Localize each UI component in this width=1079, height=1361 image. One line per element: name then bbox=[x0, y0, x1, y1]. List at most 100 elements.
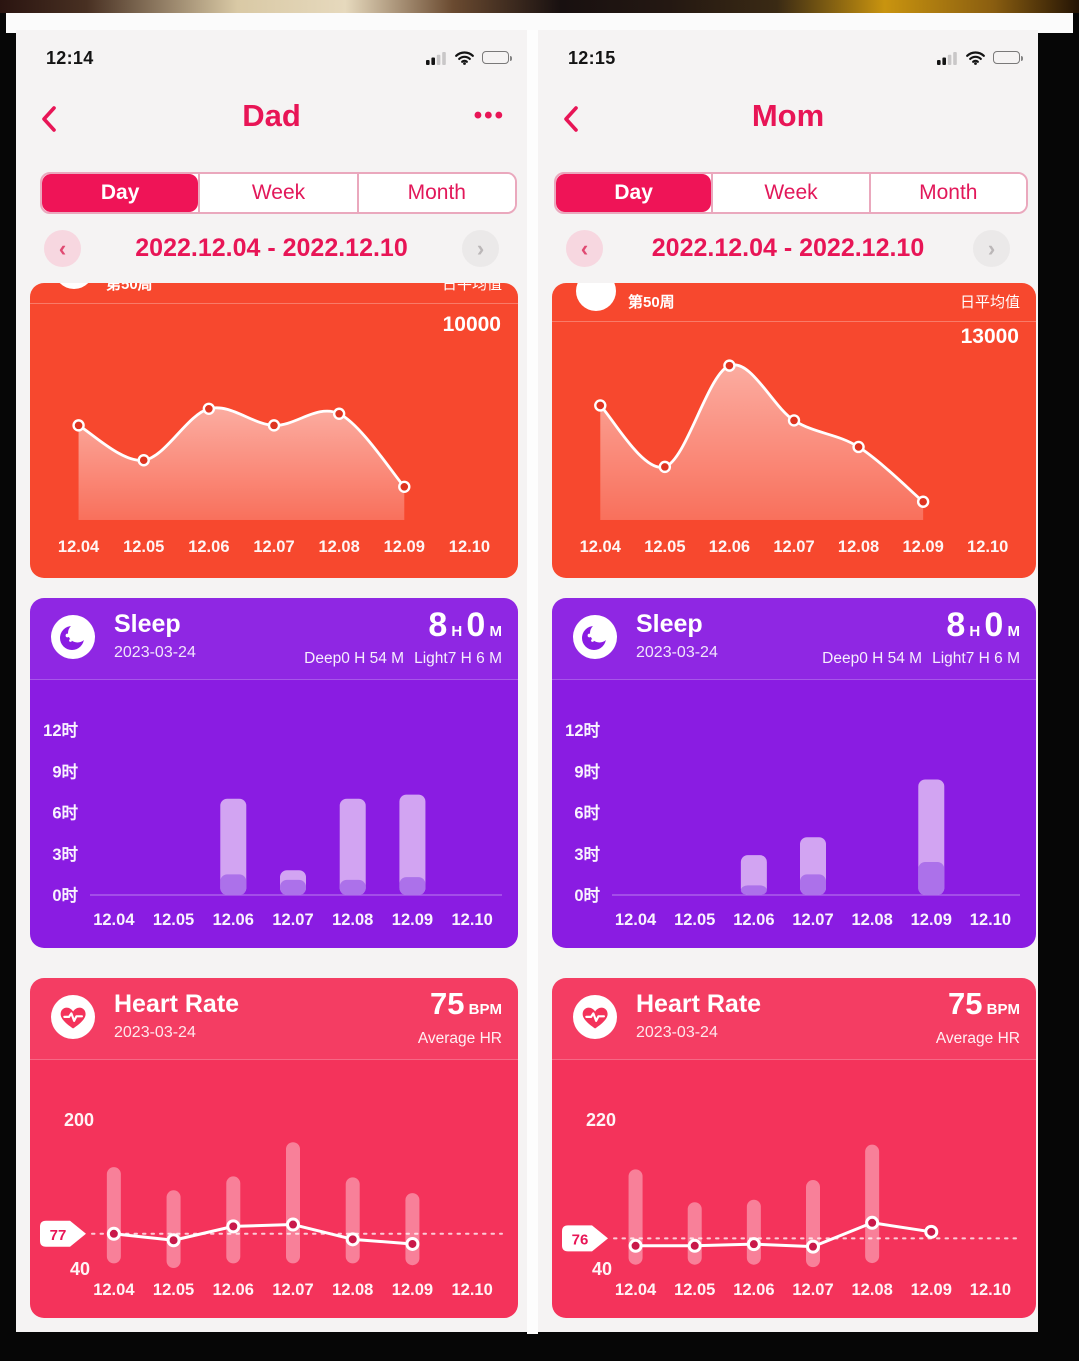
heart-rate-card[interactable]: Heart Rate 2023-03-24 75 BPM Average HR … bbox=[552, 978, 1036, 1318]
heart-icon bbox=[573, 995, 617, 1039]
back-chevron-icon bbox=[41, 105, 56, 132]
svg-text:9时: 9时 bbox=[52, 762, 78, 781]
more-menu-button[interactable]: ••• bbox=[473, 102, 505, 129]
back-button[interactable] bbox=[30, 100, 66, 140]
prev-week-button[interactable]: ‹ bbox=[566, 230, 603, 267]
heart-rate-chart: 200 40 77 12.04 12.05 12.06 12.07 12.08 12.09 12.… bbox=[34, 1063, 514, 1308]
heart-rate-chart: 220 40 76 12.04 12.05 12.06 12.07 12.08 12.09 12.… bbox=[556, 1063, 1032, 1308]
status-bar: 12:14 bbox=[16, 44, 527, 78]
back-chevron-icon bbox=[563, 105, 578, 132]
svg-text:12.09: 12.09 bbox=[384, 538, 425, 556]
back-button[interactable] bbox=[552, 100, 588, 140]
heart-rate-card-header: Heart Rate 2023-03-24 75 BPM Average HR bbox=[30, 978, 518, 1060]
svg-text:3时: 3时 bbox=[52, 845, 78, 864]
tab-week[interactable]: Week bbox=[711, 174, 869, 212]
svg-text:12.06: 12.06 bbox=[188, 538, 229, 556]
sleep-title: Sleep bbox=[114, 610, 181, 638]
page-title: Dad bbox=[242, 98, 301, 133]
battery-icon bbox=[993, 51, 1023, 64]
week-number-label: 第50周 bbox=[628, 294, 675, 311]
status-time: 12:15 bbox=[568, 48, 616, 68]
heart-rate-title: Heart Rate bbox=[636, 990, 762, 1018]
tab-day[interactable]: Day bbox=[42, 174, 199, 212]
svg-text:12.07: 12.07 bbox=[773, 538, 814, 556]
panel-gap bbox=[527, 30, 538, 1334]
tab-month[interactable]: Month bbox=[868, 174, 1026, 212]
date-range-label: 2022.12.04 - 2022.12.10 bbox=[135, 234, 408, 262]
svg-text:12.10: 12.10 bbox=[970, 1281, 1011, 1299]
heart-rate-value: 75 BPM bbox=[430, 986, 502, 1021]
svg-text:12.09: 12.09 bbox=[911, 1281, 952, 1299]
svg-text:12.08: 12.08 bbox=[318, 538, 359, 556]
wifi-icon bbox=[455, 51, 474, 65]
white-backing bbox=[6, 13, 1073, 33]
svg-text:200: 200 bbox=[64, 1110, 94, 1130]
sleep-card[interactable]: Sleep 2023-03-24 8 H 0 M Deep0 H 54 M Lig… bbox=[552, 598, 1036, 948]
steps-card[interactable]: 第50周 日平均值 10000 12.04 12.05 12.06 12.07 12.0… bbox=[30, 283, 518, 578]
svg-text:12.06: 12.06 bbox=[733, 911, 774, 929]
svg-text:12.07: 12.07 bbox=[792, 911, 833, 929]
svg-text:77: 77 bbox=[50, 1227, 67, 1244]
status-icons bbox=[937, 50, 1023, 65]
chevron-left-icon: ‹ bbox=[580, 235, 589, 261]
svg-text:12.05: 12.05 bbox=[153, 1281, 194, 1299]
svg-text:12.10: 12.10 bbox=[970, 911, 1011, 929]
svg-text:6时: 6时 bbox=[574, 804, 600, 823]
cellular-signal-icon bbox=[937, 51, 957, 65]
svg-text:12.06: 12.06 bbox=[213, 1281, 254, 1299]
heart-rate-value: 75 BPM bbox=[948, 986, 1020, 1021]
prev-week-button[interactable]: ‹ bbox=[44, 230, 81, 267]
svg-text:12.09: 12.09 bbox=[902, 538, 943, 556]
steps-chart: 12.04 12.05 12.06 12.07 12.08 12.09 12.10 bbox=[34, 338, 514, 568]
tab-month[interactable]: Month bbox=[356, 174, 515, 212]
heart-rate-title: Heart Rate bbox=[114, 990, 240, 1018]
status-icons bbox=[426, 50, 512, 65]
svg-text:12时: 12时 bbox=[565, 721, 600, 740]
nav-bar: Mom bbox=[538, 92, 1038, 148]
svg-text:12.09: 12.09 bbox=[392, 911, 433, 929]
sleep-chart: 0时 3时 6时 9时 12时 12.04 12.05 12.06 12.07 12.08 12.0… bbox=[34, 688, 514, 938]
heart-rate-sub: Average HR bbox=[417, 1030, 502, 1047]
svg-text:12.10: 12.10 bbox=[967, 538, 1008, 556]
svg-text:3时: 3时 bbox=[574, 845, 600, 864]
next-week-button[interactable]: › bbox=[462, 230, 499, 267]
heart-rate-date: 2023-03-24 bbox=[636, 1024, 718, 1041]
date-navigator: ‹ 2022.12.04 - 2022.12.10 › bbox=[16, 226, 527, 276]
sleep-title: Sleep bbox=[636, 610, 703, 638]
status-time: 12:14 bbox=[46, 48, 94, 68]
svg-text:12.06: 12.06 bbox=[213, 911, 254, 929]
svg-text:12.05: 12.05 bbox=[644, 538, 685, 556]
sleep-chart: 0时 3时 6时 9时 12时 12.04 12.05 12.06 12.07 12.08 12.0… bbox=[556, 688, 1032, 938]
tab-week[interactable]: Week bbox=[198, 174, 357, 212]
wifi-icon bbox=[966, 51, 985, 65]
svg-text:12.07: 12.07 bbox=[253, 538, 294, 556]
heart-icon bbox=[51, 995, 95, 1039]
heart-rate-card[interactable]: Heart Rate 2023-03-24 75 BPM Average HR … bbox=[30, 978, 518, 1318]
week-number-label: 第50周 bbox=[106, 283, 153, 293]
sleep-duration: 8 H 0 M bbox=[428, 606, 502, 644]
sleep-duration: 8 H 0 M bbox=[946, 606, 1020, 644]
svg-text:9时: 9时 bbox=[574, 762, 600, 781]
status-bar: 12:15 bbox=[538, 44, 1038, 78]
date-navigator: ‹ 2022.12.04 - 2022.12.10 › bbox=[538, 226, 1038, 276]
sleep-card[interactable]: Sleep 2023-03-24 8 H 0 M Deep0 H 54 M Lig… bbox=[30, 598, 518, 948]
date-range-label: 2022.12.04 - 2022.12.10 bbox=[651, 234, 925, 262]
page-title: Mom bbox=[751, 98, 825, 133]
svg-text:12.10: 12.10 bbox=[451, 911, 492, 929]
svg-text:12.08: 12.08 bbox=[332, 911, 373, 929]
next-week-button[interactable]: › bbox=[973, 230, 1010, 267]
sleep-date: 2023-03-24 bbox=[636, 644, 718, 661]
svg-text:12.05: 12.05 bbox=[153, 911, 194, 929]
heart-rate-sub: Average HR bbox=[935, 1030, 1020, 1047]
svg-text:12.10: 12.10 bbox=[451, 1281, 492, 1299]
daily-average-value: 10000 bbox=[442, 313, 501, 336]
svg-text:12.05: 12.05 bbox=[123, 538, 164, 556]
steps-card[interactable]: 第50周 日平均值 13000 12.04 12.05 12.06 12.07 12.0… bbox=[552, 283, 1036, 578]
svg-text:40: 40 bbox=[70, 1259, 90, 1279]
svg-text:12.09: 12.09 bbox=[392, 1281, 433, 1299]
tab-day[interactable]: Day bbox=[556, 174, 712, 212]
svg-text:12.04: 12.04 bbox=[580, 538, 622, 556]
steps-icon bbox=[576, 283, 616, 311]
svg-text:12.07: 12.07 bbox=[792, 1281, 833, 1299]
